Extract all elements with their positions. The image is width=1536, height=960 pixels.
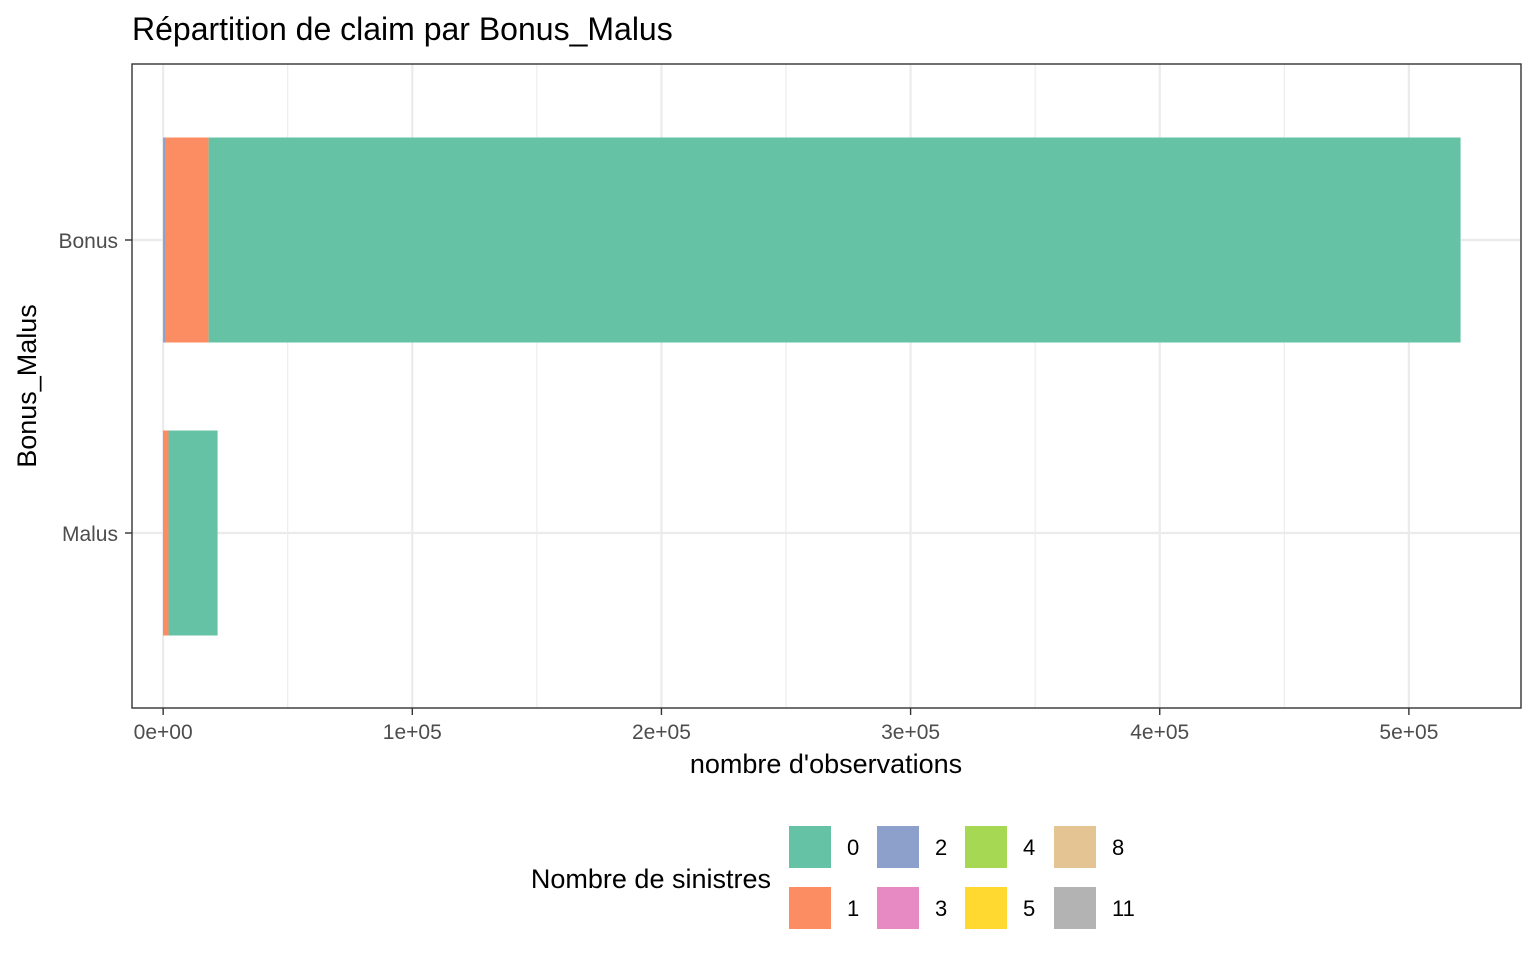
legend-label-3: 3 [935,896,947,921]
bar-bonus-2 [163,137,166,343]
legend-label-11: 11 [1112,896,1135,921]
legend-label-4: 4 [1023,835,1035,860]
legend: Nombre de sinistres 0 1 2 3 4 5 8 11 [531,826,1135,929]
legend-key-3 [877,887,919,929]
bar-bonus-0 [208,137,1461,343]
legend-label-5: 5 [1023,896,1035,921]
legend-key-8 [1054,826,1096,868]
legend-key-2 [877,826,919,868]
bar-malus-2 [163,430,164,636]
bar-malus-1 [163,430,169,636]
x-tick-label: 2e+05 [632,721,691,744]
chart-title: Répartition de claim par Bonus_Malus [132,11,673,47]
y-tick-label-bonus: Bonus [58,230,118,253]
x-axis-title: nombre d'observations [690,749,962,779]
legend-key-4 [965,826,1007,868]
legend-title: Nombre de sinistres [531,864,771,894]
y-axis: Bonus Malus [58,230,132,546]
x-tick-label: 0e+00 [134,721,193,744]
legend-key-5 [965,887,1007,929]
legend-label-2: 2 [935,835,947,860]
legend-key-1 [789,887,831,929]
y-tick-label-malus: Malus [62,523,118,546]
x-tick-label: 5e+05 [1379,721,1438,744]
legend-label-0: 0 [847,835,859,860]
x-tick-label: 4e+05 [1130,721,1189,744]
legend-label-8: 8 [1112,835,1124,860]
legend-key-11 [1054,887,1096,929]
bars [163,137,1461,636]
y-axis-title: Bonus_Malus [12,304,42,468]
plot-border [131,63,1522,709]
bar-malus-0 [168,430,218,636]
x-tick-label: 1e+05 [383,721,442,744]
x-tick-label: 3e+05 [881,721,940,744]
legend-key-0 [789,826,831,868]
bar-bonus-1 [165,137,209,343]
legend-label-1: 1 [847,896,859,921]
x-axis: 0e+00 1e+05 2e+05 3e+05 4e+05 5e+05 [134,708,1438,744]
